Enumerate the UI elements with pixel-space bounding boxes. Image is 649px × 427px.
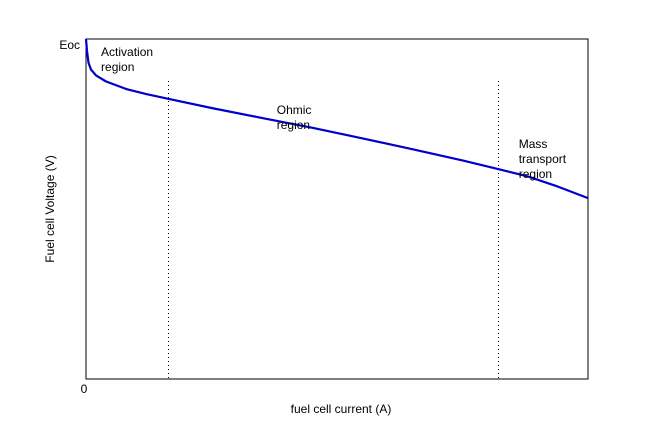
plot-area <box>85 38 589 380</box>
y-tick-label-eoc: Eoc <box>59 38 80 52</box>
annotation-ohmic-region: Ohmic region <box>277 103 312 132</box>
polarization-curve <box>84 38 589 200</box>
annotation-mass-region: Mass transport region <box>519 137 567 181</box>
y-axis-label: Fuel cell Voltage (V) <box>43 155 57 262</box>
annotation-activation-region: Activation region <box>101 45 153 74</box>
x-axis-label: fuel cell current (A) <box>291 402 392 416</box>
x-tick-label: 0 <box>81 382 88 396</box>
